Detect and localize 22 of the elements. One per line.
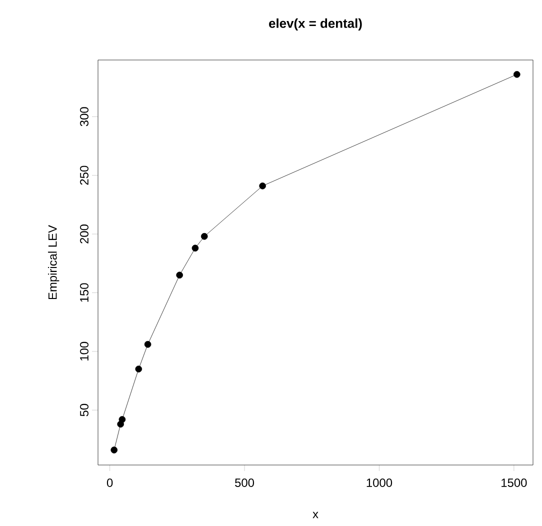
point (176, 272, 183, 279)
point (110, 446, 118, 454)
x-tick-label: 1500 (502, 478, 527, 487)
x-tick-label: 0 (106, 478, 113, 487)
point (200, 232, 208, 240)
chart-title: elev(x = dental) (269, 18, 362, 30)
y-tick-label: 200 (80, 224, 88, 244)
y-tick-label: 150 (80, 283, 88, 302)
x-tick-label: 500 (235, 478, 254, 487)
point (513, 71, 520, 78)
x-tick-label: 1000 (366, 478, 392, 487)
point (192, 244, 199, 252)
y-tick-label: 300 (80, 107, 88, 126)
y-axis-title: Empirical LEV (48, 225, 60, 300)
point (144, 340, 152, 348)
y-tick-label: 250 (80, 166, 88, 185)
point (259, 182, 266, 190)
y-tick-label: 50 (80, 404, 88, 416)
point (118, 416, 126, 423)
point (135, 366, 142, 372)
y-tick-label: 100 (80, 342, 88, 360)
x-axis-title: x (312, 512, 318, 518)
